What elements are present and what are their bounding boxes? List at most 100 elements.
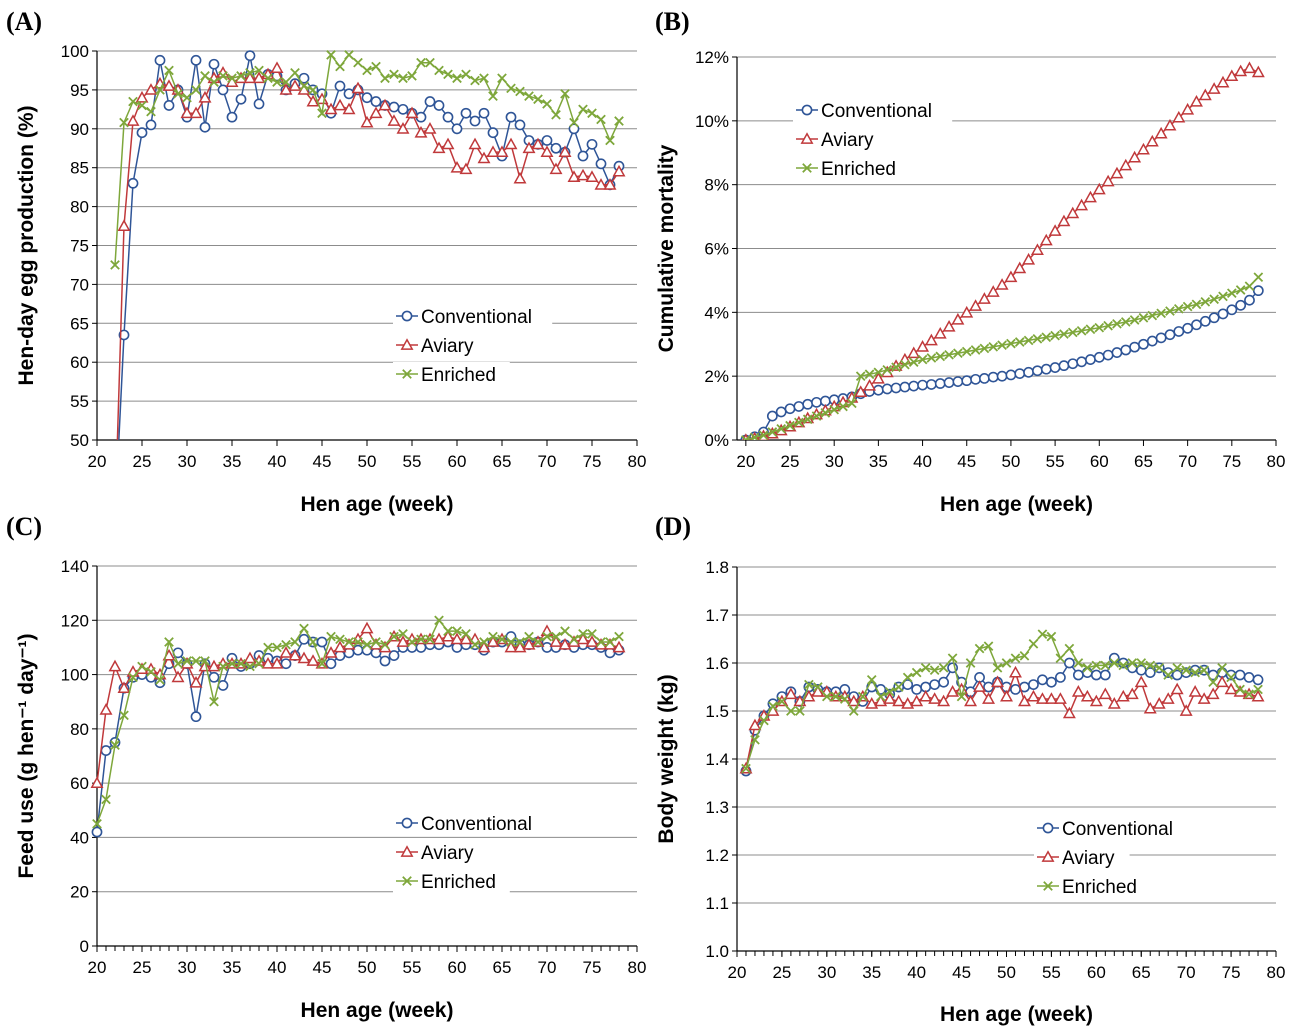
data-point-enriched [1019,650,1030,661]
data-point-aviary [811,685,825,697]
data-point-enriched [497,634,507,645]
y-tick-label: 1.1 [705,894,729,913]
series-line-conventional [745,290,1259,440]
data-point-conventional [514,119,526,131]
legend-marker-conventional [401,310,413,322]
data-point-enriched [137,661,147,672]
x-axis-title: Hen age (week) [301,493,454,516]
data-point-conventional [1199,315,1211,327]
data-point-enriched [929,665,940,676]
y-tick-label: 65 [70,314,89,333]
legend-label-enriched: Enriched [421,365,496,386]
data-point-enriched [227,73,237,84]
data-point-conventional [334,80,346,92]
data-point-aviary [387,114,401,126]
data-point-aviary [748,718,762,731]
legend-label-enriched: Enriched [1062,877,1137,898]
data-point-aviary [279,646,293,658]
y-tick-label: 1.7 [705,606,729,625]
data-point-enriched [461,629,471,639]
data-point-conventional [961,375,973,387]
data-point-aviary [1207,82,1221,94]
data-point-aviary [504,640,518,653]
data-point-conventional [1108,652,1120,664]
data-point-conventional [541,642,553,653]
data-point-enriched [1010,653,1021,664]
data-point-conventional [253,98,265,110]
y-tick-label: 95 [70,81,89,100]
data-point-conventional [1129,341,1141,353]
legend: Conventional Aviary Enriched [393,304,553,386]
data-point-conventional [280,658,292,670]
chart-panel-c: (C) 0 20 40 60 80 100 120 140 20 25 30 35 40 45 50 55 60 6… [6,512,646,1022]
data-point-enriched [1001,658,1012,668]
data-point-aviary [522,637,536,650]
data-point-conventional [1146,335,1158,347]
data-point-enriched [988,341,999,352]
data-point-aviary [360,115,374,128]
data-point-enriched [884,686,895,697]
data-point-aviary [910,694,924,707]
data-point-aviary [504,137,518,150]
data-point-aviary [270,61,284,74]
data-point-enriched [866,674,877,685]
data-point-aviary [486,635,500,647]
x-tick-label: 65 [1132,963,1151,982]
data-point-enriched [146,106,156,117]
data-point-enriched [470,639,480,650]
data-point-conventional [415,642,427,653]
data-point-enriched [110,260,120,270]
data-point-enriched [434,65,444,76]
legend-marker-aviary [400,338,414,350]
data-point-enriched [569,117,579,128]
data-point-conventional [1138,338,1149,350]
data-point-enriched [317,108,327,119]
series-aviary [116,61,626,440]
legend-bg [393,304,553,328]
data-point-enriched [1217,662,1227,673]
data-point-aviary [270,656,284,669]
x-tick-label: 30 [817,963,836,982]
data-point-aviary [892,694,906,707]
x-tick-label: 35 [223,452,242,471]
data-point-enriched [758,430,769,440]
y-tick-label: 1.3 [705,798,729,817]
data-point-enriched [786,706,796,716]
data-point-enriched [1037,629,1048,640]
x-tick-label: 25 [133,452,152,471]
series-enriched [741,629,1263,774]
data-point-aviary [576,632,590,645]
data-point-enriched [299,81,309,91]
y-tick-label: 0 [80,937,89,956]
legend-marker-conventional [401,817,413,829]
data-point-enriched [344,50,354,60]
data-point-conventional [811,396,822,408]
data-point-aviary [1170,682,1184,695]
y-tick-label: 2% [704,367,729,386]
data-point-enriched [855,371,866,382]
data-point-enriched [767,427,778,437]
data-point-enriched [1055,653,1066,664]
data-point-conventional [433,100,445,111]
data-point-enriched [569,634,579,645]
data-point-enriched [875,691,886,702]
y-tick-label: 90 [70,120,89,139]
x-tick-label: 80 [628,452,647,471]
data-point-enriched [1032,333,1043,344]
data-point-aviary [477,151,491,164]
data-point-enriched [353,57,363,68]
data-point-enriched [891,362,901,373]
data-point-conventional [145,119,157,131]
data-point-aviary [135,90,149,103]
data-point-conventional [934,378,946,389]
y-tick-label: 1.0 [705,942,729,961]
y-tick-label: 10% [695,112,729,131]
data-point-conventional [478,107,490,119]
data-point-enriched [777,696,787,707]
data-point-aviary [802,689,816,702]
data-point-conventional [1102,349,1114,361]
data-point-conventional [1090,669,1102,681]
data-point-enriched [741,763,751,774]
data-point-enriched [1138,312,1149,323]
data-point-conventional [586,138,598,150]
